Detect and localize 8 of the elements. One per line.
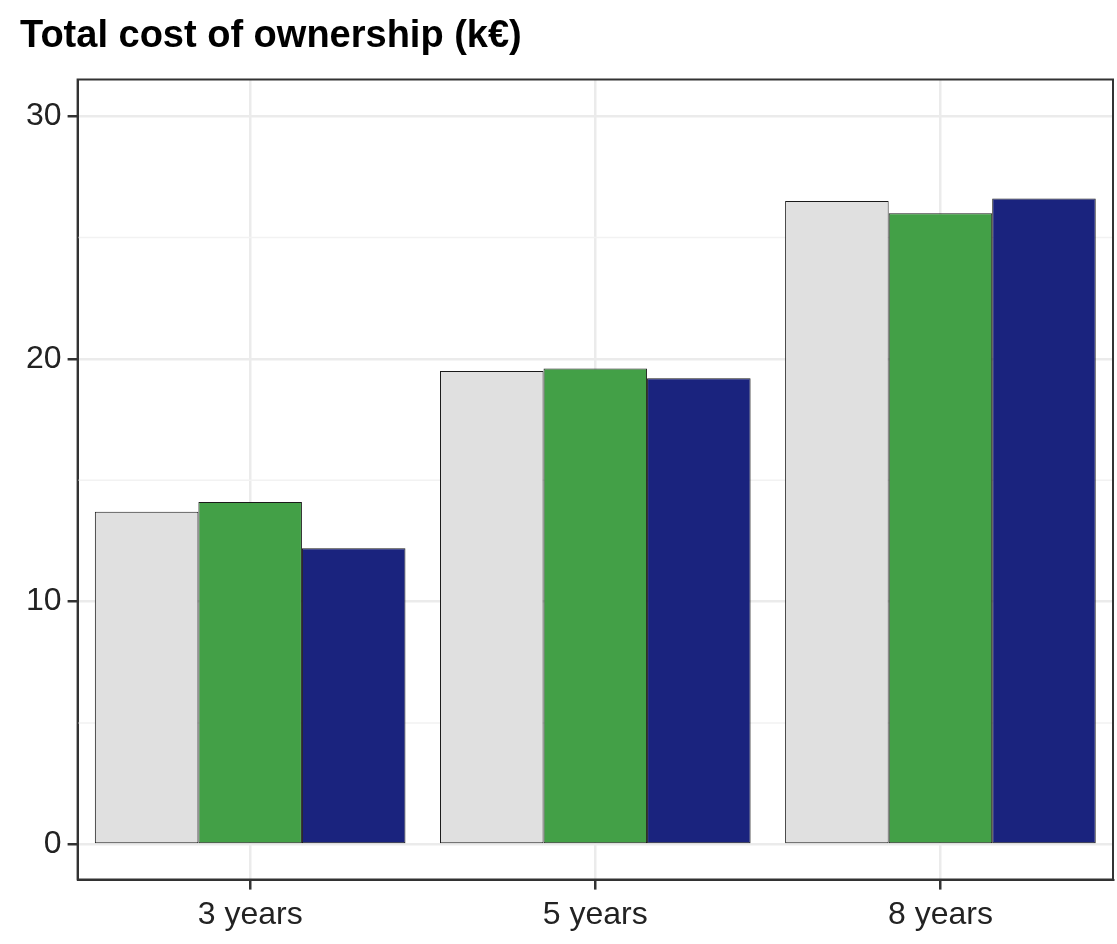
y-tick-label: 10: [26, 581, 62, 618]
y-tick-label: 30: [26, 95, 62, 132]
x-tick-label: 8 years: [887, 894, 993, 931]
x-tick-label: 3 years: [197, 894, 303, 931]
chart-title: Total cost of ownership (k€): [20, 13, 522, 56]
y-tick-label: 20: [26, 338, 62, 375]
y-tick-label: 0: [43, 824, 62, 861]
x-tick-label: 5 years: [542, 894, 648, 931]
